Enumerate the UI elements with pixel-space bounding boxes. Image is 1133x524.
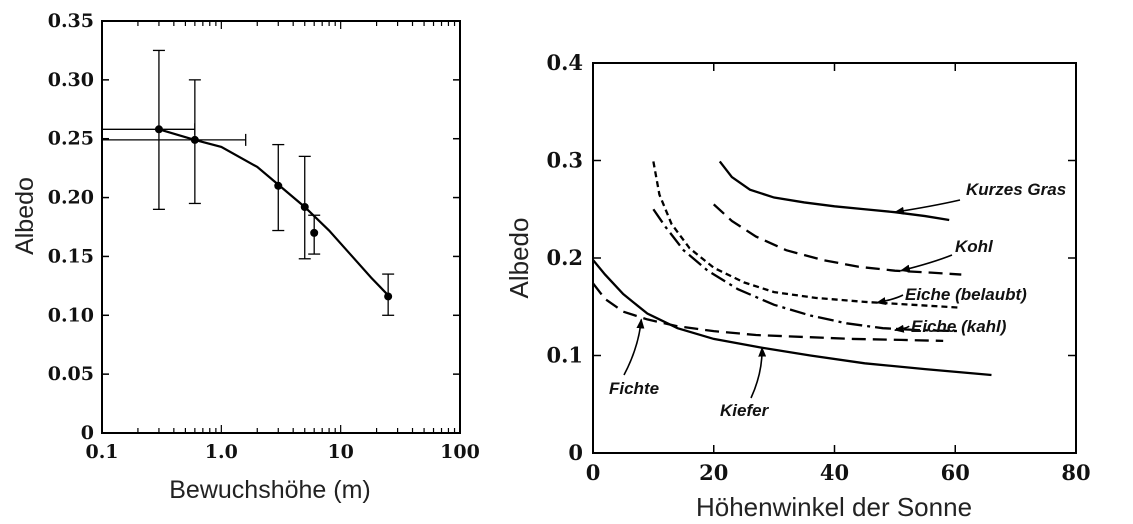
x-tick-label: 0.1 — [85, 441, 118, 463]
label-arrow — [899, 254, 953, 273]
label-arrow — [893, 199, 961, 215]
label-arrow — [875, 294, 904, 305]
y-tick-label: 0.1 — [546, 343, 583, 368]
label-arrow — [750, 346, 767, 399]
y-tick-label: 0 — [568, 440, 583, 465]
data-point — [310, 228, 319, 237]
series-label: Kurzes Gras — [966, 180, 1066, 199]
series-label: Eiche (belaubt) — [905, 285, 1027, 304]
label-arrow — [623, 318, 645, 376]
series-label: Eiche (kahl) — [911, 317, 1007, 336]
data-point — [384, 292, 393, 301]
series-line-kohl — [712, 203, 962, 276]
y-tick-label: 0.4 — [546, 50, 583, 75]
x-axis-label: Bewuchshöhe (m) — [169, 476, 370, 504]
data-point — [154, 125, 163, 134]
y-tick-label: 0.25 — [48, 128, 94, 150]
y-tick-label: 0.15 — [48, 245, 94, 267]
x-tick-label: 80 — [1061, 460, 1090, 485]
series-label: Kiefer — [720, 401, 770, 420]
x-tick-label: 60 — [941, 460, 970, 485]
plot-frame — [101, 20, 461, 434]
plot-frame — [592, 62, 1077, 454]
data-point — [190, 135, 199, 144]
y-tick-label: 0.35 — [48, 10, 94, 32]
series-label: Kohl — [955, 237, 994, 256]
x-tick-label: 1.0 — [205, 441, 238, 463]
data-point — [274, 181, 283, 190]
x-tick-label: 20 — [699, 460, 728, 485]
y-tick-label: 0.3 — [546, 148, 583, 173]
x-tick-label: 0 — [586, 460, 601, 485]
series-line-kurzes-gras — [718, 160, 950, 222]
series-line-eiche-belaubt — [652, 161, 962, 309]
y-tick-label: 0.20 — [48, 187, 94, 209]
y-tick-label: 0.10 — [48, 304, 94, 326]
x-tick-label: 10 — [327, 441, 353, 463]
y-axis-label: Albedo — [11, 177, 39, 255]
y-axis-label: Albedo — [504, 218, 534, 299]
x-tick-label: 40 — [820, 460, 849, 485]
y-tick-label: 0.05 — [48, 363, 94, 385]
y-tick-label: 0.2 — [546, 245, 583, 270]
series-line-fichte — [592, 282, 944, 343]
series-line-kiefer — [592, 259, 992, 377]
chart-albedo-vs-height: 0 0.05 0.10 0.15 0.20 0.25 0.30 0.35 0.1 1.0 10 100… — [11, 10, 480, 504]
x-axis-label: Höhenwinkel der Sonne — [696, 492, 972, 522]
x-tick-label: 100 — [440, 441, 480, 463]
series-line-eiche-kahl — [652, 208, 962, 333]
fit-curve — [158, 128, 389, 297]
y-tick-label: 0 — [81, 422, 94, 444]
data-point — [300, 202, 309, 211]
y-tick-label: 0.30 — [48, 69, 94, 91]
label-arrow — [893, 324, 910, 333]
series-label: Fichte — [609, 379, 659, 398]
